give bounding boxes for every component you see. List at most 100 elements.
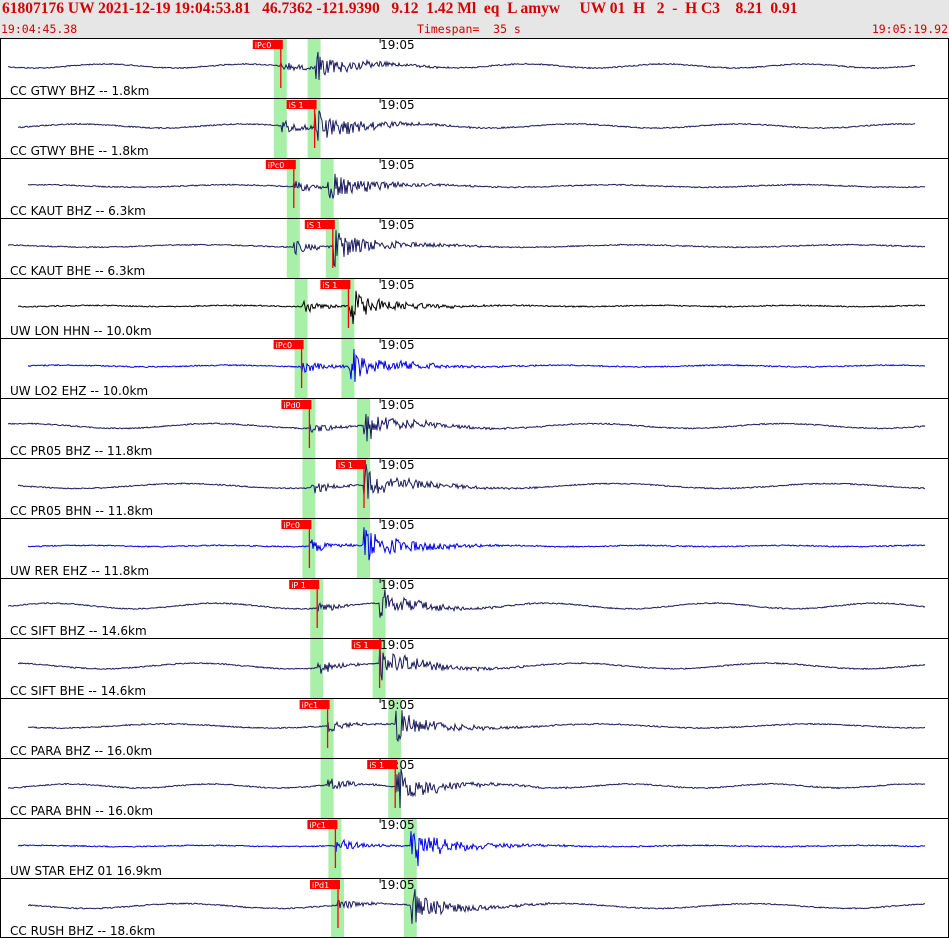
pick-label: iS 1 [354,641,369,650]
pick-flag [252,40,283,49]
waveform [27,348,926,383]
event-title: 61807176 UW 2021-12-19 19:04:53.81 46.73… [2,0,798,17]
minute-tick-label: 19:05 [380,698,415,712]
start-time-label: 19:04:45.38 [1,22,78,36]
p-window [294,278,308,338]
station-label: CC RUSH BHZ -- 18.6km [10,924,155,938]
trace-row: 19:05 iS 1 CC PR05 BHN -- 11.8km [10,458,926,518]
minute-tick-label: 19:05 [380,158,415,172]
pick-flag [265,160,296,169]
pick-flag [320,280,351,289]
trace-row: 19:05 iPc0 CC GTWY BHZ -- 1.8km [7,38,916,98]
timespan-label: Timespan= 35 s [417,22,521,36]
s-window [403,818,417,878]
station-label: CC PARA BHN -- 16.0km [10,804,153,818]
pick-label: iPc0 [255,41,272,50]
waveform [27,173,926,199]
pick-flag [367,760,398,769]
pick-flag [289,580,320,589]
trace-row: 19:05 iS 1 CC GTWY BHE -- 1.8km [10,98,916,158]
seismogram-plot: 19:05 iPc0 CC GTWY BHZ -- 1.8km 19:05 iS 1 CC… [0,38,949,938]
header-bar: 61807176 UW 2021-12-19 19:04:53.81 46.73… [0,0,949,38]
p-window [286,218,300,278]
pick-label: iS 1 [338,461,353,470]
waveform [17,831,926,867]
waveform [7,768,926,809]
pick-label: iPc1 [302,701,319,710]
pick-flag [310,880,340,889]
minute-tick-label: 19:05 [380,878,415,892]
minute-tick-label: 19:05 [380,38,415,52]
station-label: CC GTWY BHZ -- 1.8km [10,84,149,98]
station-label: CC GTWY BHE -- 1.8km [10,144,149,158]
waveform [27,710,926,743]
waveform [28,889,926,924]
minute-tick-label: 19:05 [380,98,415,112]
waveform [17,110,916,141]
minute-tick-label: 19:05 [380,818,415,832]
pick-label: iS 1 [307,221,322,230]
trace-row: 19:05 iPc0 UW LO2 EHZ -- 10.0km [10,338,926,398]
station-label: UW LON HHN -- 10.0km [10,324,152,338]
pick-label: iP 1 [291,581,306,590]
pick-label: iPc0 [276,341,293,350]
trace-row: 19:05 iS 1 CC SIFT BHE -- 14.6km [10,638,926,698]
minute-tick-label: 19:05 [380,338,415,352]
station-label: CC PR05 BHN -- 11.8km [10,504,153,518]
trace-row: 19:05 iPc1 UW STAR EHZ 01 16.9km [10,818,926,878]
station-label: CC KAUT BHZ -- 6.3km [10,204,146,218]
station-label: CC PR05 BHZ -- 11.8km [10,444,152,458]
trace-row: 19:05 iPc0 UW RER EHZ -- 11.8km [10,518,926,578]
waveform [7,413,926,442]
pick-label: iPc0 [268,161,285,170]
trace-row: 19:05 iPd0 CC PR05 BHZ -- 11.8km [7,398,926,458]
minute-tick-label: 19:05 [380,458,415,472]
pick-flag [281,520,312,529]
trace-row: 19:05 iPc1 CC PARA BHZ -- 16.0km [10,698,926,758]
pick-label: iS 1 [322,281,337,290]
waveform [17,464,926,499]
waveform [7,51,916,80]
waveform [17,644,926,681]
minute-tick-label: 19:05 [380,518,415,532]
trace-row: 19:05 iS 1 UW LON HHN -- 10.0km [10,278,926,338]
pick-flag [351,640,382,649]
trace-row: 19:05 iS 1 CC KAUT BHE -- 6.3km [7,218,926,278]
waveform [17,290,926,325]
trace-row: 19:05 iPd1 CC RUSH BHZ -- 18.6km [10,878,926,938]
station-label: CC PARA BHZ -- 16.0km [10,744,152,758]
pick-label: iPd1 [312,881,329,890]
pick-label: iS 1 [289,101,304,110]
pick-flag [336,460,366,469]
station-label: UW LO2 EHZ -- 10.0km [10,384,148,398]
station-label: UW STAR EHZ 01 16.9km [10,864,162,878]
end-time-label: 19:05:19.92 [871,22,948,36]
pick-label: iPc0 [283,521,300,530]
minute-tick-label: 19:05 [380,578,415,592]
minute-tick-label: 19:05 [380,278,415,292]
pick-label: iPd0 [283,401,300,410]
pick-flag [299,700,330,709]
s-window [388,698,402,758]
pick-flag [304,220,335,229]
pick-flag [281,400,312,409]
station-label: CC SIFT BHZ -- 14.6km [10,624,147,638]
pick-label: iPc1 [309,821,326,830]
station-label: CC KAUT BHE -- 6.3km [10,264,145,278]
pick-flag [273,340,304,349]
station-label: UW RER EHZ -- 11.8km [10,564,149,578]
s-window [341,338,355,398]
p-window [320,758,334,818]
trace-row: 19:05 iP 1 CC SIFT BHZ -- 14.6km [7,578,926,638]
minute-tick-label: 19:05 [380,398,415,412]
pick-label: iS 1 [369,761,384,770]
minute-tick-label: 19:05 [380,638,415,652]
minute-tick-label: 19:05 [380,218,415,232]
waveform [27,527,926,561]
p-window [273,98,287,158]
pick-flag [307,820,338,829]
pick-flag [286,100,317,109]
waveform [7,589,926,618]
trace-row: 19:05 iPc0 CC KAUT BHZ -- 6.3km [10,158,926,218]
